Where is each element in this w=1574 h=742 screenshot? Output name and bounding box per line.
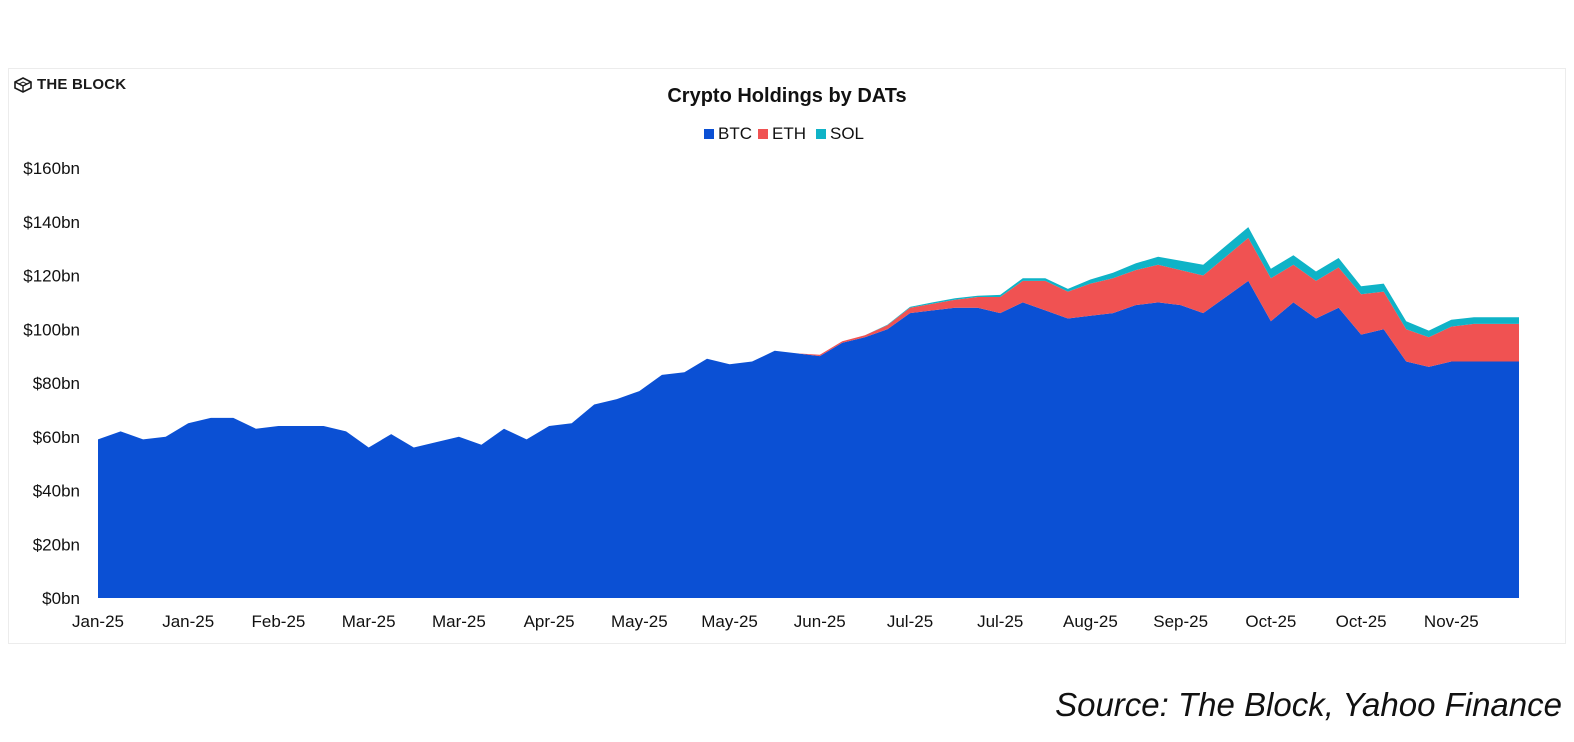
y-tick-label: $160bn [23,159,80,178]
x-tick-label: Mar-25 [342,612,396,631]
x-tick-label: Feb-25 [252,612,306,631]
y-tick-label: $80bn [33,374,80,393]
legend-label-eth: ETH [772,124,806,143]
x-tick-label: May-25 [701,612,758,631]
x-tick-label: Nov-25 [1424,612,1479,631]
chart-title: Crypto Holdings by DATs [667,85,906,107]
y-tick-label: $140bn [23,213,80,232]
x-tick-label: Jul-25 [977,612,1023,631]
x-tick-label: Oct-25 [1336,612,1387,631]
x-tick-label: Jan-25 [72,612,124,631]
y-tick-label: $100bn [23,320,80,339]
y-tick-label: $20bn [33,535,80,554]
x-tick-label: Sep-25 [1153,612,1208,631]
chart-legend: BTC ETH SOL [704,124,864,143]
brand-name: THE BLOCK [37,76,127,93]
x-axis: Jan-25 Jan-25 Feb-25 Mar-25 Mar-25 Apr-25 May-… [72,612,1479,631]
source-caption: Source: The Block, Yahoo Finance [1055,686,1562,723]
legend-swatch-sol [816,129,826,139]
x-tick-label: Jun-25 [794,612,846,631]
cube-icon [14,76,32,93]
x-tick-label: Apr-25 [524,612,575,631]
legend-label-sol: SOL [830,124,864,143]
y-tick-label: $40bn [33,482,80,501]
x-tick-label: Oct-25 [1245,612,1296,631]
y-tick-label: $120bn [23,267,80,286]
x-tick-label: May-25 [611,612,668,631]
area-eth [98,237,1519,448]
x-tick-label: Mar-25 [432,612,486,631]
y-axis: $0bn $20bn $40bn $60bn $80bn $100bn $120bn $140… [23,159,80,608]
y-tick-label: $0bn [42,589,80,608]
area-btc [98,280,1519,598]
brand-logo: THE BLOCK [14,76,126,93]
x-tick-label: Jul-25 [887,612,933,631]
y-tick-label: $60bn [33,428,80,447]
legend-swatch-btc [704,129,714,139]
legend-swatch-eth [758,129,768,139]
legend-label-btc: BTC [718,124,752,143]
chart-areas [98,227,1519,598]
x-tick-label: Aug-25 [1063,612,1118,631]
x-tick-label: Jan-25 [162,612,214,631]
